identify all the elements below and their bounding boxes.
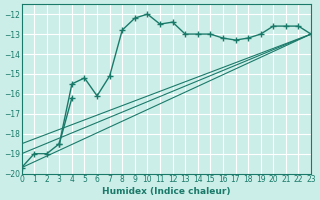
X-axis label: Humidex (Indice chaleur): Humidex (Indice chaleur): [102, 187, 230, 196]
